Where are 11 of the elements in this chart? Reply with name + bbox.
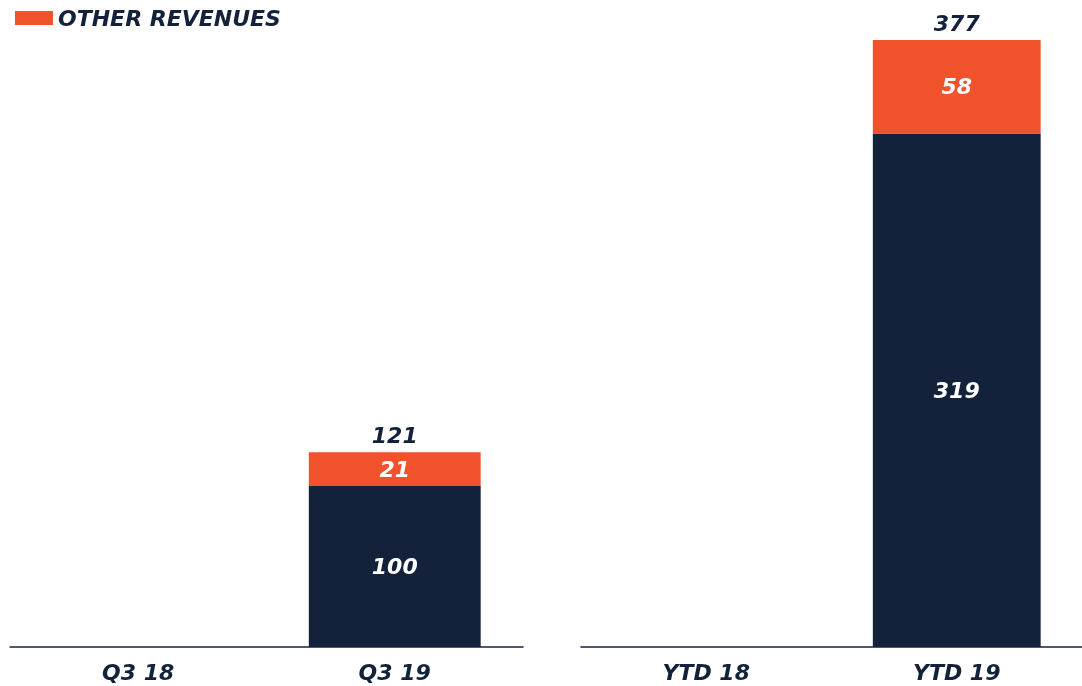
legend-label: OTHER REVENUES — [58, 5, 281, 31]
x-tick-label: Q3 18 — [102, 659, 175, 685]
data-label: 21 — [379, 456, 411, 482]
x-tick-label: YTD 19 — [913, 659, 1001, 685]
total-label: 377 — [933, 10, 981, 36]
x-tick-label: YTD 18 — [662, 659, 750, 685]
data-label: 58 — [941, 74, 973, 100]
x-tick-label: Q3 19 — [358, 659, 431, 685]
data-label: 319 — [933, 377, 980, 403]
total-label: 121 — [371, 422, 418, 448]
data-label: 100 — [371, 554, 418, 579]
